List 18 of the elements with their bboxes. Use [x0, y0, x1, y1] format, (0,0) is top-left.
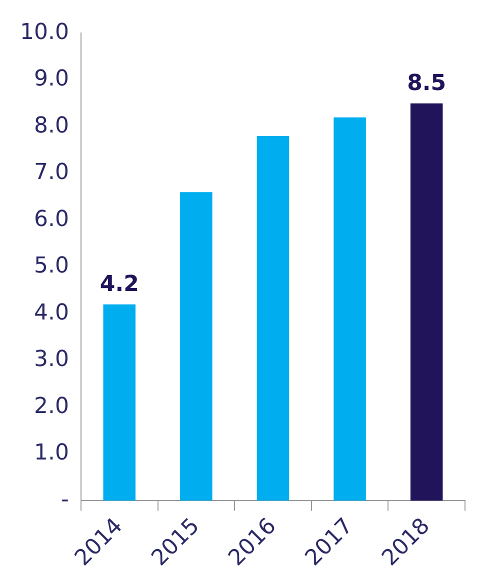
y-tick-label: 1.0 — [34, 440, 69, 466]
data-label: 4.2 — [100, 272, 139, 298]
y-tick-label: 7.0 — [34, 160, 69, 186]
y-tick-label: 3.0 — [34, 347, 69, 372]
y-tick-label: - — [61, 487, 69, 512]
y-tick-label: 6.0 — [34, 206, 69, 232]
y-tick-label: 5.0 — [34, 254, 69, 279]
bar — [180, 192, 212, 501]
bar — [256, 136, 290, 501]
y-tick-label: 2.0 — [34, 394, 69, 419]
y-tick-label: 10.0 — [20, 20, 69, 45]
y-tick-label: 4.0 — [34, 300, 69, 326]
bar — [103, 304, 136, 501]
y-tick-label: 9.0 — [34, 66, 69, 92]
y-tick-label: 8.0 — [34, 113, 69, 138]
data-label: 8.5 — [407, 71, 446, 96]
bar — [334, 117, 366, 501]
bar — [410, 103, 443, 501]
